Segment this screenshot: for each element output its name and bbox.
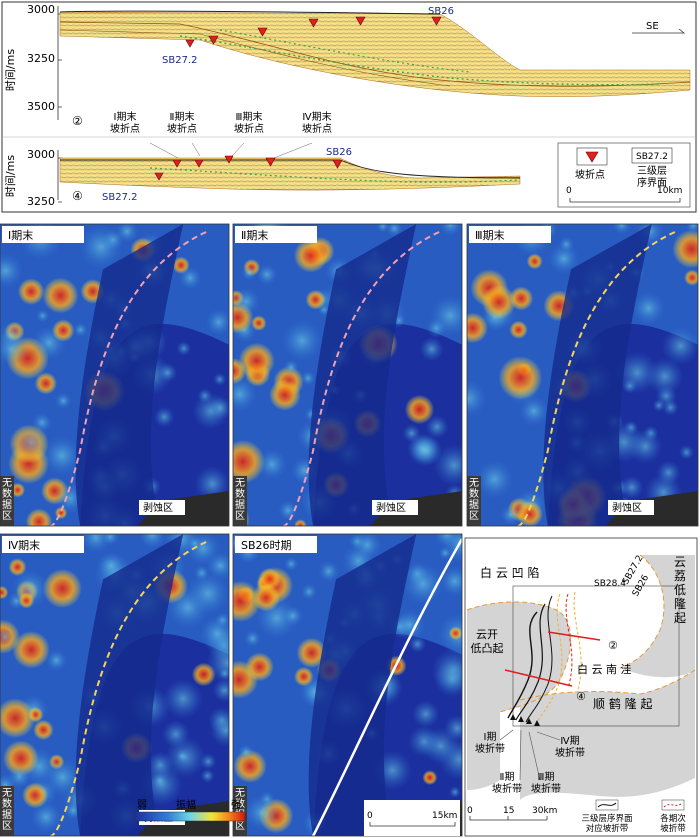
map-title: Ⅳ期末 <box>8 538 40 552</box>
erosion-zone-label: 剥蚀区 <box>376 501 406 514</box>
colorbar-strong: 强 <box>231 799 241 811</box>
erosion-zone-label: 剥蚀区 <box>143 501 173 514</box>
colorbar-area: 弱 振幅 强 0 15km <box>134 798 460 836</box>
sb284-label: SB28.4 <box>594 579 626 589</box>
map-title-box <box>235 226 317 243</box>
map-title-box <box>235 536 317 553</box>
shunhe-label: 顺 鹤 隆 起 <box>593 696 652 711</box>
time-axis-label-bottom: 时间/ms <box>4 155 17 197</box>
sb26-boundary-line <box>312 538 462 836</box>
breakpoint-belt-line <box>50 231 207 526</box>
legend-break-label: 坡折点 <box>575 168 605 181</box>
yunkai-label: 云开低凸起 <box>471 628 504 655</box>
tick-3250-bottom: 3250 <box>27 195 55 208</box>
se-direction-label: SE <box>646 21 659 32</box>
no-data-label: 无数据区 <box>469 478 479 522</box>
colorbar-weak: 弱 <box>137 799 147 811</box>
tick-3500-top: 3500 <box>27 100 55 113</box>
section-legend: 坡折点 SB27.2 三级层序界面 0 10km <box>557 142 691 208</box>
map-title-box <box>469 226 551 243</box>
map-title: Ⅰ期末 <box>8 228 33 242</box>
section-4-break-markers <box>154 155 343 181</box>
tick-3250-top: 3250 <box>27 52 55 65</box>
section-4-seq-line <box>149 167 521 183</box>
section-2-trace <box>547 631 601 641</box>
section-2-body <box>59 11 691 97</box>
map-scale-15: 15km <box>432 811 457 821</box>
loc-scale-15: 15 <box>503 806 514 816</box>
map-title-box <box>2 226 84 243</box>
no-data-label: 无数据区 <box>2 788 12 832</box>
belt-arrows <box>499 714 561 781</box>
phase-4-break-label: Ⅳ期末坡折点 <box>302 110 332 135</box>
belt-1-label: Ⅰ期坡折带 <box>475 731 505 755</box>
amplitude-maps: Ⅰ期末无数据区剥蚀区Ⅱ期末无数据区剥蚀区Ⅲ期末无数据区剥蚀区Ⅳ期末无数据区剥蚀区… <box>0 223 699 837</box>
no-data-label: 无数据区 <box>2 478 12 522</box>
break-point-legend-icon <box>585 151 599 163</box>
belt-2-label: Ⅱ期坡折带 <box>492 771 522 795</box>
section-scale-10: 10km <box>657 186 682 196</box>
tick-3000-top: 3000 <box>27 3 55 16</box>
phase-2-break-label: Ⅱ期末坡折点 <box>167 110 197 135</box>
map-title: Ⅲ期末 <box>475 228 505 242</box>
section-scale-0: 0 <box>566 186 572 196</box>
legend-sb272: SB27.2 <box>636 152 668 162</box>
yunli-label: 云荔低隆起 <box>674 555 686 625</box>
legend-phase-belt: 各期次坡折带 <box>660 813 686 834</box>
legend-seq-label: 三级层序界面 <box>637 165 667 189</box>
baiyun-sag-label: 白 云 凹 陷 <box>480 565 539 580</box>
map-title-box <box>2 536 84 553</box>
amplitude-map-panel-5: SB26时期无数据区剥蚀区 <box>232 533 463 837</box>
study-area-box <box>512 585 680 727</box>
section-2-marker: ② <box>72 114 83 128</box>
map-title: Ⅱ期末 <box>241 228 268 242</box>
section-4-marker: ④ <box>72 189 83 203</box>
loc-scale-0: 0 <box>467 806 473 816</box>
yunli-high-area <box>620 555 695 678</box>
amplitude-colorbar <box>134 811 246 822</box>
phase-legend-icon <box>663 802 683 808</box>
se-arrow <box>632 28 686 34</box>
baiyun-south-label: 白 云 南 洼 <box>577 662 632 676</box>
location-map: 白 云 凹 陷 云荔低隆起 云开低凸起 白 云 南 洼 顺 鹤 隆 起 SB28… <box>464 537 698 837</box>
no-data-label: 无数据区 <box>235 478 245 522</box>
sb26-label-top: SB26 <box>428 6 454 17</box>
seq-legend-icon <box>597 802 617 808</box>
section-2-map-marker: ② <box>608 639 618 652</box>
amplitude-map-panel-4: Ⅳ期末无数据区剥蚀区 <box>0 533 230 837</box>
breakpoint-belt-line <box>517 231 676 526</box>
legend-seq-belt: 三级层序界面对应坡折带 <box>581 813 633 834</box>
map-scale-0: 0 <box>367 811 373 821</box>
phase-1-break-label: Ⅰ期末坡折点 <box>110 110 140 135</box>
map-title: SB26时期 <box>241 539 292 552</box>
colorbar-mid: 振幅 <box>176 798 196 811</box>
section-4-map-marker: ④ <box>576 690 586 703</box>
sb272-label-bottom: SB27.2 <box>102 192 137 203</box>
sb26-label-bottom: SB26 <box>326 147 352 158</box>
section-4-trace <box>504 669 573 687</box>
section-scale-bar <box>569 198 681 203</box>
loc-scale-30: 30km <box>532 806 557 816</box>
tick-3000-bottom: 3000 <box>27 148 55 161</box>
yunkai-high-area <box>467 601 571 790</box>
phase-3-break-label: Ⅲ期末坡折点 <box>234 110 264 135</box>
seismic-section-panel: 时间/ms 时间/ms 3000 3250 3500 3000 3250 SB2… <box>1 1 697 213</box>
breakpoint-belt-line <box>50 541 207 836</box>
map-scale-bar <box>369 822 456 827</box>
breakpoint-belt-line <box>283 231 440 526</box>
location-scale-bar <box>469 816 548 821</box>
sb272-label-top: SB27.2 <box>162 55 197 66</box>
belt-4-label: Ⅳ期坡折带 <box>555 735 585 759</box>
section-2-break-markers <box>185 16 442 48</box>
time-axis-label-top: 时间/ms <box>4 49 17 91</box>
shunhe-high-area <box>520 670 695 800</box>
belt-3-label: Ⅲ期坡折带 <box>531 771 561 795</box>
erosion-zone-label: 剥蚀区 <box>612 501 642 514</box>
